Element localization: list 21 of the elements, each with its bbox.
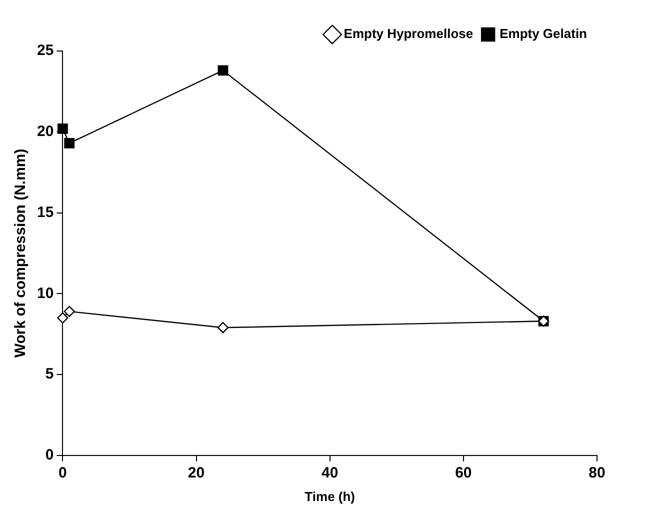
y-tick-label: 10 bbox=[36, 284, 54, 302]
point bbox=[218, 65, 228, 76]
x-tick-label: 0 bbox=[58, 464, 67, 482]
y-tick-label: 25 bbox=[36, 42, 54, 60]
x-tick-label: 80 bbox=[588, 464, 606, 482]
point bbox=[64, 138, 75, 148]
x-axis-title: Time (h) bbox=[304, 488, 356, 504]
point bbox=[57, 312, 68, 324]
y-tick-label: 20 bbox=[36, 123, 54, 140]
x-tick-label: 20 bbox=[188, 464, 205, 482]
point bbox=[217, 322, 229, 334]
point bbox=[57, 123, 68, 134]
x-tick-label: 60 bbox=[455, 464, 472, 482]
y-axis-title: Work of compression (N.mm) bbox=[12, 148, 30, 358]
y-tick-label: 0 bbox=[45, 446, 54, 464]
y-tick-label: 5 bbox=[45, 366, 54, 383]
y-tick-label: 15 bbox=[36, 204, 54, 221]
point bbox=[64, 306, 75, 318]
legend-label: Empty Hypromellose bbox=[344, 26, 474, 42]
legend-label: Empty Gelatin bbox=[500, 26, 588, 42]
x-tick-label: 40 bbox=[322, 464, 338, 482]
